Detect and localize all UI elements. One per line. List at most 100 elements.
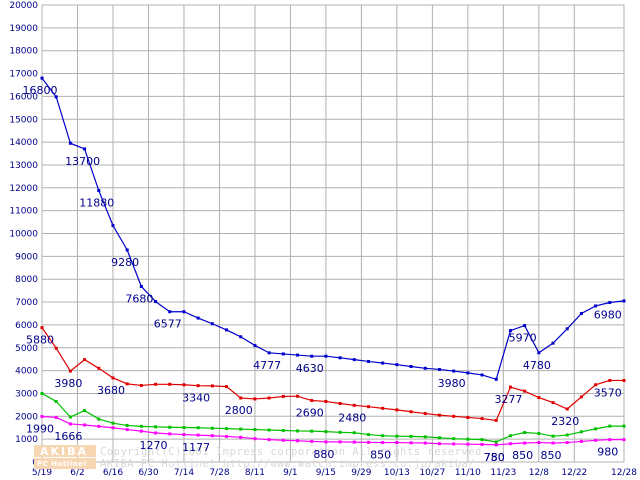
data-point — [225, 328, 229, 332]
y-axis-tick-label: 17000 — [9, 70, 38, 80]
data-point — [523, 431, 527, 435]
data-point — [579, 311, 583, 315]
data-point — [423, 435, 427, 439]
data-point — [381, 361, 385, 365]
y-axis-tick-label: 20000 — [9, 1, 38, 11]
data-point-label: 880 — [313, 448, 334, 461]
data-point — [494, 418, 498, 422]
x-axis-tick-label: 12/8 — [529, 468, 549, 478]
data-point-label: 1270 — [140, 439, 168, 452]
data-point — [54, 95, 58, 99]
data-point — [253, 437, 257, 441]
data-point-label: 750 — [484, 451, 505, 464]
data-point — [196, 384, 200, 388]
data-point — [494, 440, 498, 444]
x-axis-tick-label: 11/10 — [455, 468, 481, 478]
x-axis-tick-label: 10/13 — [384, 468, 410, 478]
data-point — [579, 430, 583, 434]
series-line-magenta — [41, 415, 624, 446]
data-point — [281, 428, 285, 432]
y-axis-tick-label: 7000 — [15, 298, 38, 308]
data-point — [508, 385, 512, 389]
x-axis-tick-label: 7/28 — [209, 468, 229, 478]
data-point — [139, 383, 143, 387]
data-point-label: 4630 — [296, 362, 324, 375]
data-point — [239, 396, 243, 400]
data-point — [97, 366, 101, 370]
data-point — [324, 399, 328, 403]
data-point — [551, 341, 555, 345]
data-point — [225, 427, 229, 431]
data-point-label: 3680 — [97, 384, 125, 397]
data-point — [338, 402, 342, 406]
data-point-label: 1177 — [182, 441, 210, 454]
x-axis-tick-label: 5/19 — [32, 468, 52, 478]
data-point — [154, 425, 158, 429]
data-point — [437, 436, 441, 440]
data-point — [310, 354, 314, 358]
data-point — [565, 433, 569, 437]
data-point — [154, 300, 158, 304]
data-point — [381, 406, 385, 410]
x-axis-tick-label: 10/27 — [419, 468, 445, 478]
data-point — [168, 382, 172, 386]
data-point — [594, 383, 598, 387]
y-axis-tick-label: 11000 — [9, 207, 38, 217]
x-axis-tick-label: 7/14 — [174, 468, 194, 478]
data-point — [551, 441, 555, 445]
data-point — [409, 441, 413, 445]
data-point — [537, 396, 541, 400]
data-point — [54, 399, 58, 403]
x-axis-tick-label: 6/16 — [103, 468, 123, 478]
data-point — [281, 352, 285, 356]
data-point — [494, 377, 498, 381]
watermark-logo-box-top — [34, 445, 96, 457]
data-point — [452, 437, 456, 441]
data-point — [452, 442, 456, 446]
data-point — [253, 343, 257, 347]
data-point — [352, 403, 356, 407]
data-point — [225, 434, 229, 438]
series-blue — [40, 76, 626, 381]
data-point — [480, 438, 484, 442]
series-line-green — [41, 392, 624, 443]
data-point — [523, 324, 527, 328]
data-point — [366, 433, 370, 437]
data-point — [537, 351, 541, 355]
data-point — [125, 428, 129, 432]
data-point-label: 9280 — [111, 256, 139, 269]
data-point-label: 6980 — [594, 309, 622, 322]
data-point — [296, 439, 300, 443]
data-point — [551, 434, 555, 438]
data-point — [622, 378, 626, 382]
data-point — [494, 443, 498, 447]
data-point — [594, 304, 598, 308]
data-point — [452, 414, 456, 418]
data-point — [437, 442, 441, 446]
data-point — [296, 394, 300, 398]
data-point — [324, 440, 328, 444]
data-point-label: 2320 — [551, 415, 579, 428]
x-axis-tick-label: 6/30 — [138, 468, 158, 478]
data-point-label: 850 — [541, 449, 562, 462]
series-green — [40, 391, 626, 444]
data-point — [239, 435, 243, 439]
data-point — [409, 364, 413, 368]
data-point — [338, 430, 342, 434]
data-point — [40, 76, 44, 80]
data-point — [423, 366, 427, 370]
data-point — [452, 369, 456, 373]
data-point-label: 850 — [512, 449, 533, 462]
data-point-label: 11880 — [79, 197, 114, 210]
y-axis-tick-label: 18000 — [9, 47, 38, 57]
data-point — [579, 395, 583, 399]
data-point — [366, 359, 370, 363]
data-point — [480, 442, 484, 446]
data-point-label: 6577 — [154, 318, 182, 331]
data-point-label: 780 — [484, 451, 505, 464]
data-point — [608, 378, 612, 382]
data-point — [508, 434, 512, 438]
data-point — [594, 427, 598, 431]
